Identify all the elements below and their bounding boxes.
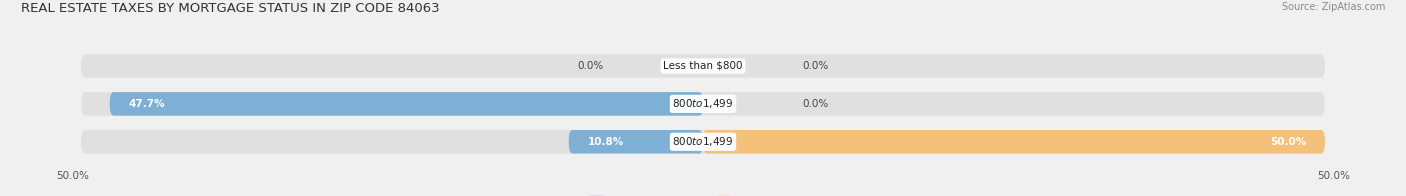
Text: $800 to $1,499: $800 to $1,499 [672, 135, 734, 148]
FancyBboxPatch shape [110, 92, 703, 116]
Legend: Without Mortgage, With Mortgage: Without Mortgage, With Mortgage [585, 191, 821, 196]
FancyBboxPatch shape [703, 130, 1324, 153]
Text: $800 to $1,499: $800 to $1,499 [672, 97, 734, 110]
Text: 50.0%: 50.0% [1270, 137, 1306, 147]
Text: 10.8%: 10.8% [588, 137, 624, 147]
FancyBboxPatch shape [82, 54, 1324, 78]
Text: 0.0%: 0.0% [803, 61, 828, 71]
Text: Less than $800: Less than $800 [664, 61, 742, 71]
Text: 50.0%: 50.0% [1317, 171, 1350, 181]
Text: REAL ESTATE TAXES BY MORTGAGE STATUS IN ZIP CODE 84063: REAL ESTATE TAXES BY MORTGAGE STATUS IN … [21, 2, 440, 15]
Text: 0.0%: 0.0% [578, 61, 603, 71]
FancyBboxPatch shape [82, 130, 1324, 153]
Text: 50.0%: 50.0% [56, 171, 89, 181]
Text: Source: ZipAtlas.com: Source: ZipAtlas.com [1281, 2, 1385, 12]
FancyBboxPatch shape [82, 92, 1324, 116]
Text: 47.7%: 47.7% [128, 99, 165, 109]
FancyBboxPatch shape [568, 130, 703, 153]
Text: 0.0%: 0.0% [803, 99, 828, 109]
